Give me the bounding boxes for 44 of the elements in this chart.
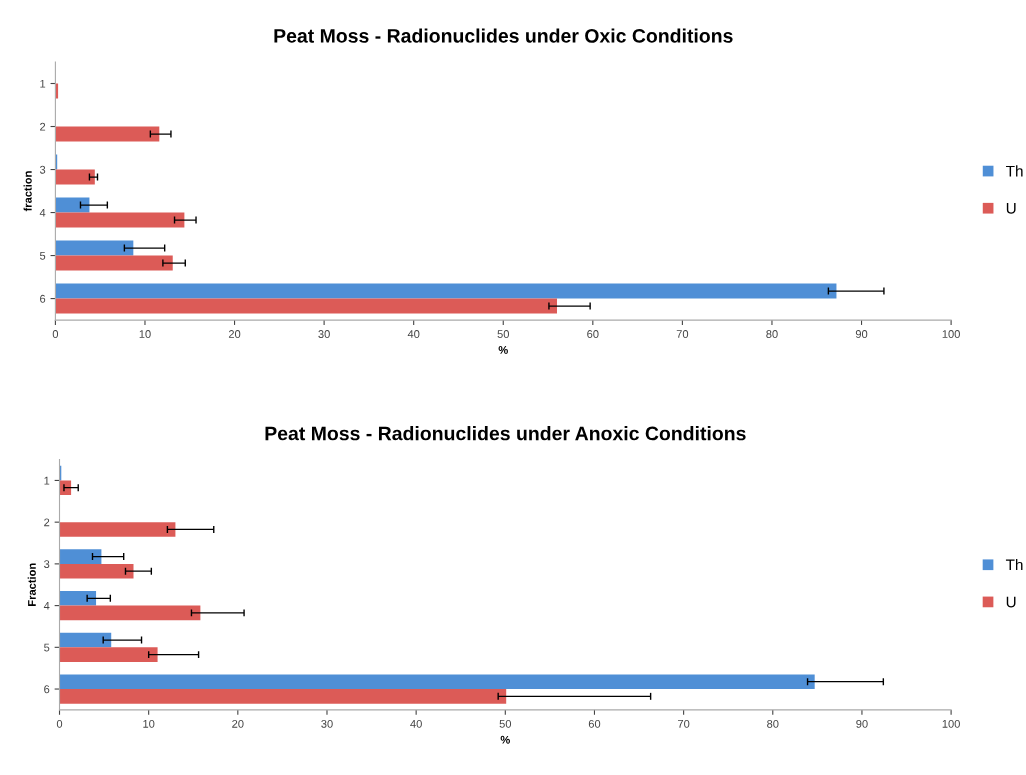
y-axis-title: Fraction [27, 563, 36, 606]
y-tick-label: 2 [40, 122, 46, 131]
x-tick-label: 10 [143, 719, 155, 728]
x-tick-label: 50 [497, 330, 509, 338]
chart-title: Peat Moss - Radionuclides under Oxic Conditions [274, 28, 733, 43]
x-tick-label: 60 [587, 330, 599, 338]
y-tick-label: 5 [44, 643, 50, 652]
y-tick-label: 1 [40, 79, 46, 88]
y-tick-label: 4 [39, 208, 46, 217]
x-tick-label: 20 [232, 719, 244, 728]
legend-label: U [1006, 596, 1016, 608]
chart-title: Peat Moss - Radionuclides under Anoxic Conditions [265, 426, 746, 441]
x-tick-label: 100 [942, 719, 960, 728]
y-tick-label: 6 [44, 685, 50, 694]
x-tick-label: 80 [767, 719, 779, 728]
x-axis-title: % [498, 346, 508, 354]
y-tick-label: 5 [39, 251, 46, 260]
x-tick-label: 30 [318, 330, 330, 338]
y-tick-label: 6 [40, 294, 46, 303]
y-tick-label: 1 [44, 476, 50, 485]
x-tick-label: 100 [942, 330, 960, 338]
x-tick-label: 0 [56, 719, 63, 728]
x-tick-label: 90 [856, 719, 868, 728]
x-tick-label: 80 [766, 330, 778, 338]
x-tick-label: 30 [321, 719, 333, 728]
x-tick-label: 20 [228, 330, 241, 338]
legend-label: Th [1006, 165, 1023, 177]
y-tick-label: 3 [39, 165, 46, 174]
x-tick-label: 40 [407, 330, 420, 338]
x-tick-label: 60 [588, 719, 601, 728]
x-tick-label: 70 [678, 719, 690, 728]
y-tick-label: 2 [44, 518, 50, 527]
x-tick-label: 90 [855, 330, 868, 338]
legend-label: U [1006, 203, 1016, 214]
y-tick-label: 3 [44, 560, 50, 569]
y-tick-label: 4 [43, 601, 50, 610]
legend-label: Th [1005, 559, 1023, 571]
x-tick-label: 0 [52, 330, 59, 338]
x-tick-label: 40 [410, 719, 422, 728]
x-tick-label: 50 [499, 719, 512, 728]
x-tick-label: 70 [676, 330, 689, 338]
y-axis-title: fraction [23, 171, 32, 212]
x-axis-title: % [500, 735, 510, 744]
x-tick-label: 10 [139, 330, 151, 338]
